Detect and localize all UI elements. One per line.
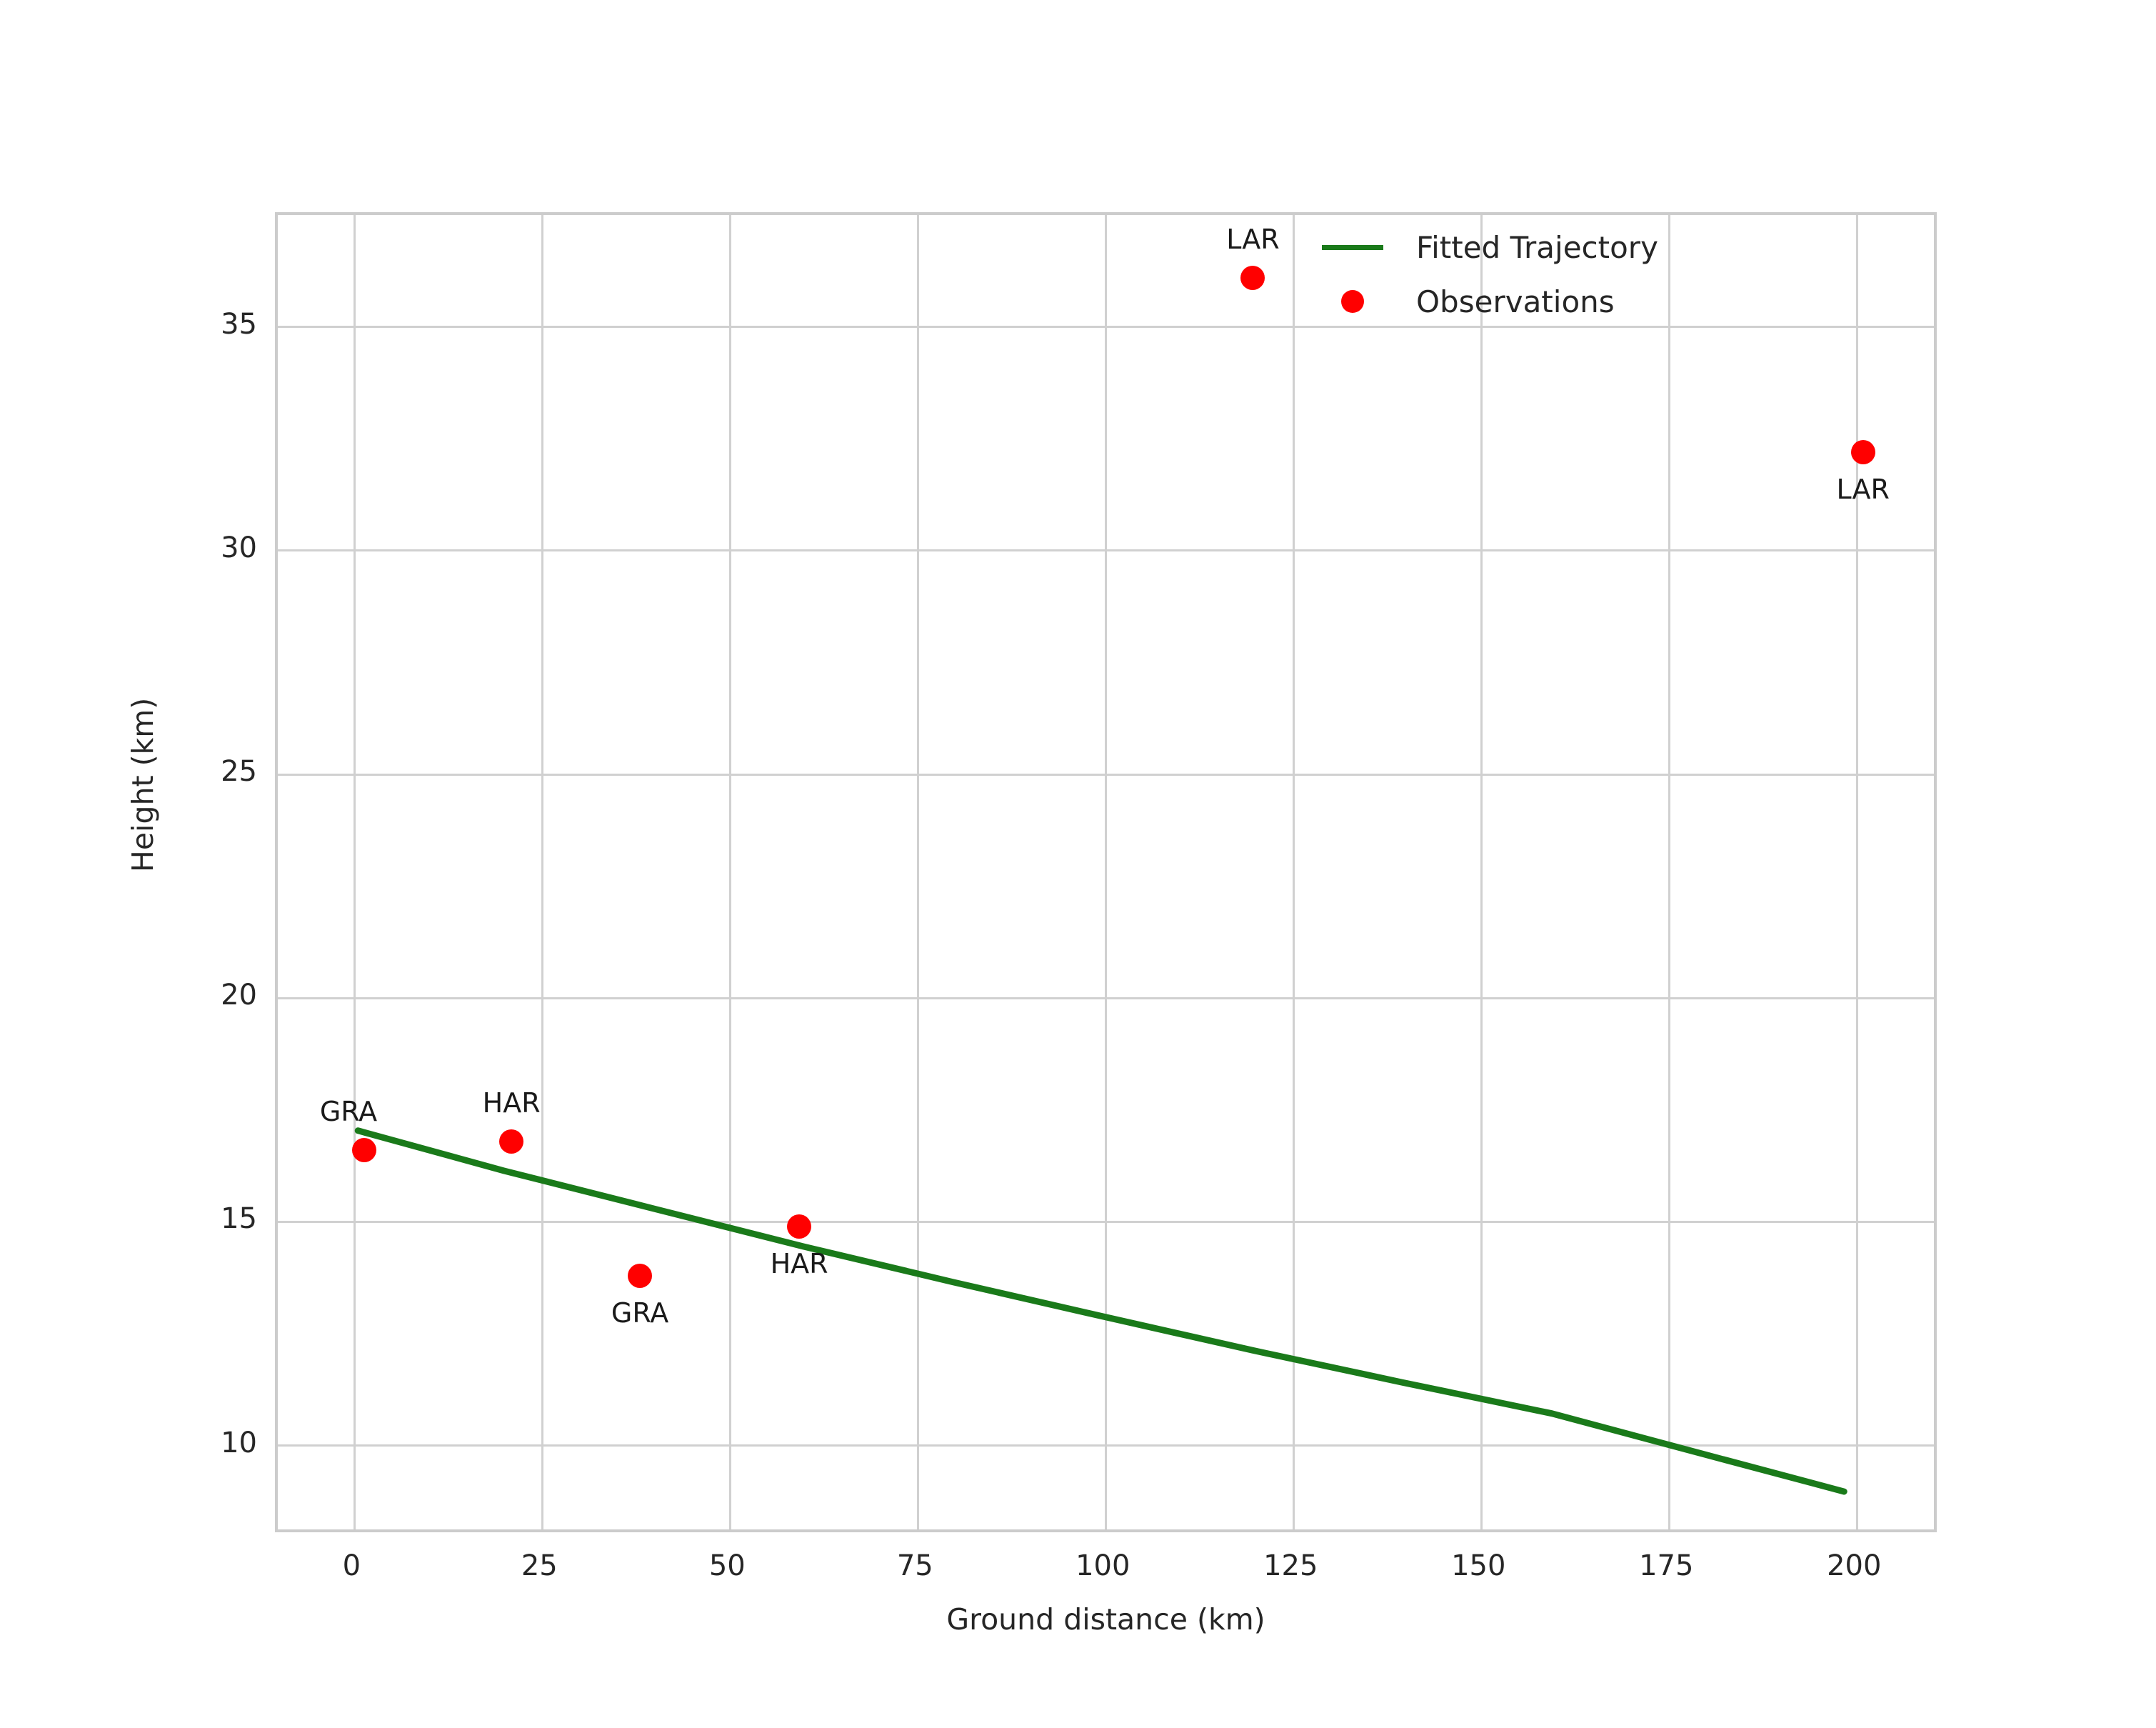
gridline-vertical	[728, 215, 731, 1529]
y-tick-label: 30	[221, 531, 257, 564]
legend-item-fitted-trajectory: Fitted Trajectory	[1306, 229, 1658, 265]
legend-label-fitted-trajectory: Fitted Trajectory	[1416, 229, 1658, 265]
x-tick-label: 100	[1076, 1549, 1130, 1582]
observation-point	[1850, 440, 1875, 464]
chart-legend: Fitted Trajectory Observations	[1306, 229, 1658, 319]
observation-point-label: GRA	[319, 1096, 378, 1128]
gridline-horizontal	[278, 326, 1934, 329]
gridline-vertical	[1855, 215, 1858, 1529]
gridline-vertical	[1480, 215, 1483, 1529]
x-tick-label: 150	[1451, 1549, 1506, 1582]
line-swatch-icon	[1306, 244, 1399, 250]
plot-area: GRA HAR GRA HAR LAR LAR Fitted Trajectory Obs…	[275, 212, 1937, 1532]
observation-point-label: LAR	[1836, 474, 1890, 505]
gridlines	[278, 215, 1934, 1529]
x-tick-label: 200	[1827, 1549, 1882, 1582]
observation-point	[1240, 265, 1265, 290]
gridline-vertical	[916, 215, 919, 1529]
x-tick-label: 0	[342, 1549, 361, 1582]
gridline-horizontal	[278, 997, 1934, 999]
observation-point	[499, 1129, 524, 1154]
y-tick-label: 25	[221, 755, 257, 789]
observation-point-label: HAR	[482, 1087, 541, 1119]
gridline-vertical	[1292, 215, 1295, 1529]
y-axis-title: Height (km)	[126, 697, 160, 872]
legend-item-observations: Observations	[1306, 284, 1658, 319]
x-axis-title: Ground distance (km)	[946, 1602, 1265, 1637]
gridline-vertical	[1668, 215, 1670, 1529]
point-labels: GRA HAR GRA HAR LAR LAR	[278, 215, 1934, 1529]
observation-point-label: LAR	[1226, 223, 1280, 255]
y-tick-label: 35	[221, 307, 257, 341]
observation-point	[787, 1214, 812, 1239]
observation-point-label: GRA	[611, 1297, 669, 1329]
x-tick-label: 50	[708, 1549, 746, 1582]
fitted-trajectory-line	[354, 1127, 1847, 1495]
gridline-horizontal	[278, 549, 1934, 552]
x-tick-label: 25	[521, 1549, 558, 1582]
gridline-horizontal	[278, 1444, 1934, 1447]
gridline-horizontal	[278, 773, 1934, 776]
gridline-horizontal	[278, 1220, 1934, 1223]
y-tick-label: 15	[221, 1202, 257, 1236]
gridline-vertical	[1104, 215, 1107, 1529]
observation-point-label: HAR	[770, 1247, 828, 1279]
x-tick-label: 125	[1263, 1549, 1318, 1582]
observation-point	[628, 1263, 653, 1288]
gridline-vertical	[353, 215, 356, 1529]
x-tick-label: 75	[896, 1549, 933, 1582]
y-tick-label: 20	[221, 979, 257, 1012]
observation-points	[278, 215, 1934, 1529]
gridline-vertical	[541, 215, 543, 1529]
x-tick-label: 175	[1639, 1549, 1694, 1582]
observation-point	[351, 1138, 376, 1163]
legend-label-observations: Observations	[1416, 284, 1615, 319]
y-tick-label: 10	[221, 1426, 257, 1459]
circle-swatch-icon	[1306, 290, 1399, 313]
